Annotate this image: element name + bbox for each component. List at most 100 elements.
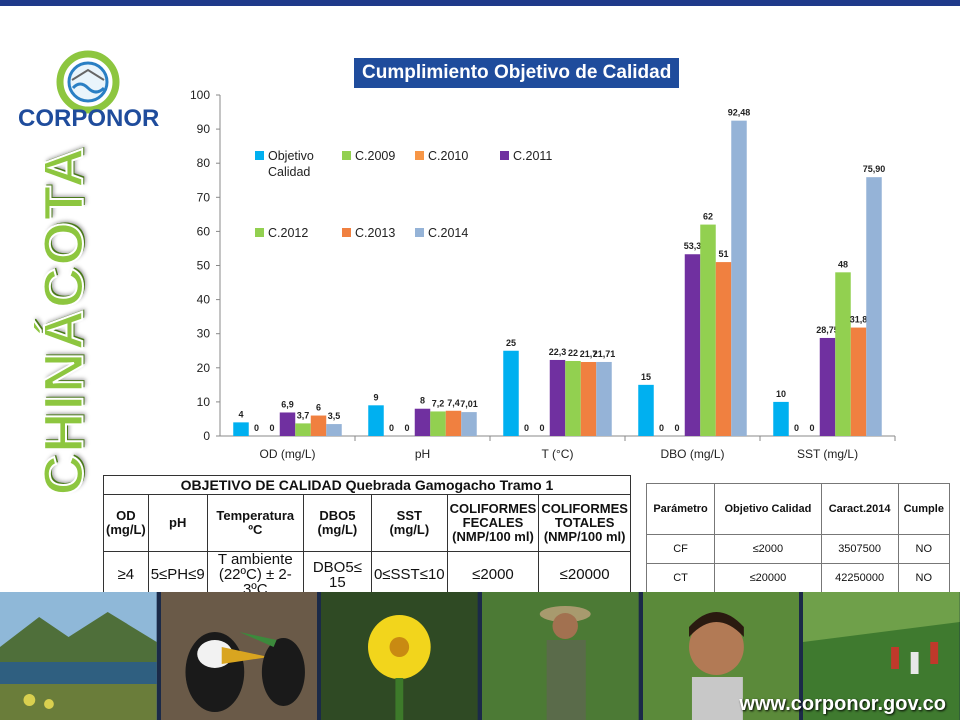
- legend-label: C.2012: [268, 226, 308, 240]
- objective-table-header-cell: pH: [147, 494, 208, 552]
- y-tick-label: 100: [190, 88, 210, 102]
- bar: [715, 262, 732, 436]
- parameter-table-header-row: Parámetro Objetivo Calidad Caract.2014 Cump…: [645, 483, 951, 535]
- bar-value-label: 21,7: [580, 349, 598, 359]
- objective-table-header-cell: DBO5 (mg/L): [302, 494, 372, 552]
- parameter-table-header-cell: Objetivo Calidad: [714, 483, 822, 535]
- y-tick-label: 60: [197, 224, 211, 238]
- objective-table-header-line: pH: [169, 515, 187, 530]
- bar-value-label: 0: [254, 423, 259, 433]
- bar-value-label: 92,48: [728, 108, 751, 118]
- x-category-label: T (°C): [542, 447, 574, 461]
- toucan-photo: [160, 592, 318, 720]
- objective-table-header-line: SST: [396, 508, 422, 523]
- vertical-title: CHINÁCOTA: [8, 144, 118, 496]
- bar-value-label: 0: [539, 423, 544, 433]
- legend-swatch: [500, 151, 509, 160]
- footer-url: www.corponor.gov.co: [739, 693, 946, 715]
- bar: [461, 412, 477, 436]
- objective-table-value-cell: T ambiente (22ºC) ± 2-3ºC: [206, 551, 304, 598]
- vertical-title-text: CHINÁCOTA: [31, 144, 96, 496]
- bar: [549, 359, 566, 436]
- legend-label: Objetivo: [268, 149, 314, 163]
- objective-table-header-line: OD: [116, 508, 136, 523]
- bar-value-label: 3,5: [328, 411, 341, 421]
- objective-table-header-line: (mg/L): [389, 522, 430, 537]
- bar-value-label: 0: [524, 423, 529, 433]
- parameter-table-cell: ≤20000: [714, 563, 822, 593]
- objective-table-value-cell: 0≤SST≤10: [370, 551, 448, 598]
- objective-table-value-cell: DBO5≤ 15: [302, 551, 372, 598]
- bar-value-label: 3,7: [297, 410, 310, 420]
- bar-value-label: 0: [404, 423, 409, 433]
- bar-value-label: 0: [659, 423, 664, 433]
- bar-value-label: 62: [703, 212, 713, 222]
- objective-table-header-line: COLIFORMES: [449, 501, 537, 516]
- y-tick-label: 50: [197, 259, 211, 273]
- bar-value-label: 0: [269, 423, 274, 433]
- bar-value-label: 25: [506, 338, 516, 348]
- parameter-table-header-cell: Parámetro: [645, 483, 716, 535]
- bar-value-label: 0: [794, 423, 799, 433]
- objective-table-header-line: (NMP/100 ml): [543, 529, 626, 544]
- bar: [414, 408, 431, 436]
- objective-table-header-cell: COLIFORMES TOTALES (NMP/100 ml): [538, 494, 631, 552]
- bar-value-label: 31,8: [850, 315, 868, 325]
- bar: [866, 177, 882, 436]
- bar-value-label: 0: [674, 423, 679, 433]
- objective-table-header-line: Temperatura: [216, 508, 295, 523]
- corponor-logo: [56, 50, 120, 114]
- objective-table-value-row: ≥4 5≤PH≤9 T ambiente (22ºC) ± 2-3ºC DBO5≤ 15…: [103, 551, 631, 598]
- bar-value-label: 22,3: [549, 347, 567, 357]
- objective-table-header-line: COLIFORMES: [541, 501, 628, 516]
- child-photo: [642, 592, 800, 720]
- bar-value-label: 28,75: [816, 325, 839, 335]
- bar: [684, 254, 701, 436]
- bar-value-label: 22: [568, 348, 578, 358]
- objective-table-header-line: ºC: [248, 522, 263, 537]
- parameter-table-cell: 42250000: [820, 563, 899, 593]
- y-tick-label: 40: [197, 293, 211, 307]
- x-category-label: SST (mg/L): [797, 447, 858, 461]
- objective-table-header-line: (mg/L): [106, 522, 146, 537]
- legend-label: Calidad: [268, 165, 310, 179]
- brand-name: CORPONOR: [18, 105, 160, 132]
- objective-table-header-row: OD (mg/L) pH Temperatura ºC DBO5 (mg/L) SST (mg/…: [103, 494, 631, 552]
- objective-table-value-cell: 5≤PH≤9: [147, 551, 208, 598]
- bar-value-label: 51: [718, 249, 728, 259]
- objective-table-value-cell: ≥4: [103, 551, 149, 598]
- bar-value-label: 75,90: [863, 164, 886, 174]
- objective-table-value-line: DBO5≤ 15: [312, 558, 362, 591]
- bar-value-label: 6: [316, 403, 321, 413]
- top-bar: [0, 0, 960, 6]
- bar: [850, 327, 867, 436]
- bar-value-label: 48: [838, 259, 848, 269]
- parameter-table-cell: ≤2000: [714, 534, 822, 564]
- photo-strip: [0, 592, 960, 720]
- legend-label: C.2013: [355, 226, 395, 240]
- bar: [580, 362, 597, 436]
- farmer-photo: [482, 592, 639, 720]
- bar: [445, 410, 462, 436]
- objective-table-value-line: ≤2000: [472, 566, 514, 583]
- parameter-table: Parámetro Objetivo Calidad Caract.2014 Cump…: [645, 483, 951, 593]
- x-category-label: OD (mg/L): [259, 447, 315, 461]
- bar-value-label: 0: [389, 423, 394, 433]
- objective-table-value-line: 5≤PH≤9: [150, 566, 205, 583]
- objective-table-header-cell: SST (mg/L): [370, 494, 448, 552]
- objective-table-header-line: DBO5: [319, 508, 356, 523]
- bar: [503, 350, 519, 436]
- objective-table-value-cell: ≤2000: [446, 551, 540, 598]
- y-tick-label: 10: [197, 395, 211, 409]
- parameter-table-header-cell: Cumple: [897, 483, 951, 535]
- legend-swatch: [342, 228, 351, 237]
- x-category-label: DBO (mg/L): [660, 447, 724, 461]
- bar: [565, 360, 581, 436]
- bar: [835, 272, 851, 436]
- parameter-table-cell: NO: [897, 563, 951, 593]
- bar-value-label: 9: [373, 392, 378, 402]
- objective-table-header-cell: OD (mg/L): [103, 494, 149, 552]
- objective-table: OBJETIVO DE CALIDAD Quebrada Gamogacho T…: [103, 475, 631, 598]
- legend-label: C.2011: [513, 149, 552, 163]
